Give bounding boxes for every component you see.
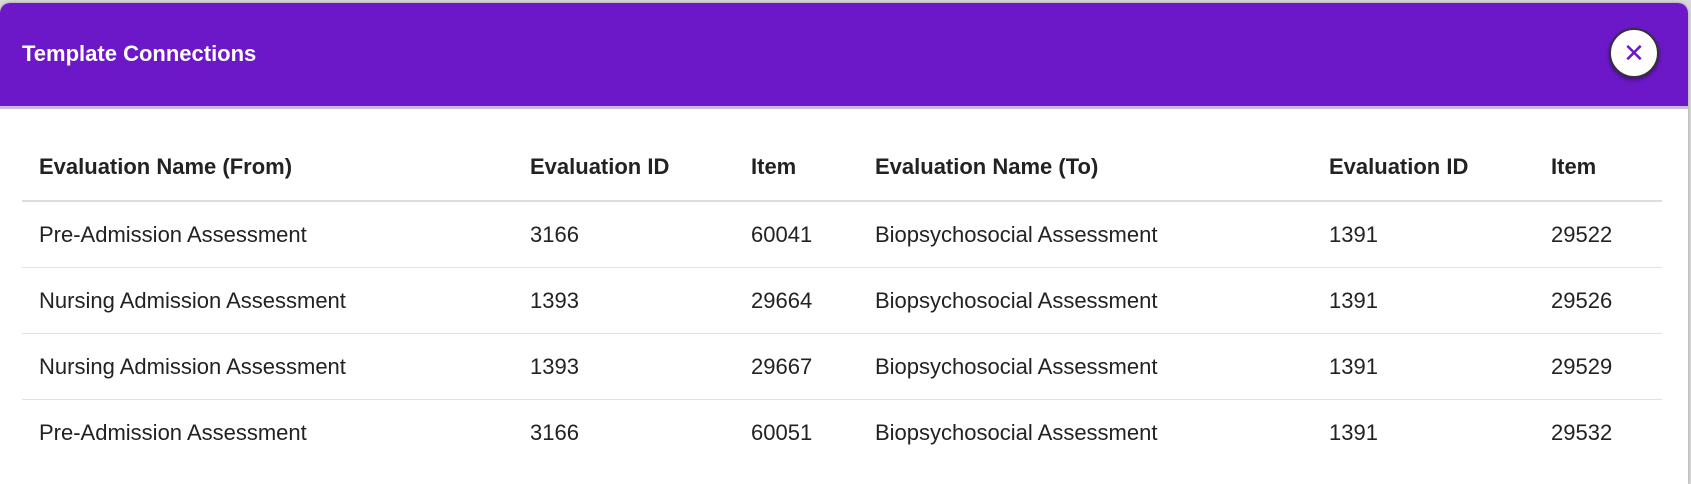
cell-to-name: Biopsychosocial Assessment (875, 419, 1158, 445)
cell-from-item: 60051 (751, 419, 813, 445)
cell-from-id: 3166 (530, 419, 579, 445)
modal-header: Template Connections ✕ (0, 3, 1688, 109)
cell-from-id: 1393 (513, 267, 734, 334)
cell-to-item: 29526 (1534, 267, 1662, 334)
cell-from-id: 3166 (513, 201, 734, 268)
column-header-to-id[interactable]: Evaluation ID (1312, 133, 1534, 202)
close-button[interactable]: ✕ (1609, 28, 1659, 78)
table-row[interactable]: Pre-Admission Assessment 3166 60051 Biopsyc… (22, 400, 1662, 466)
column-header-from-name[interactable]: Evaluation Name (From) (22, 133, 513, 202)
column-header-to-name[interactable]: Evaluation Name (To) (858, 133, 1312, 202)
table-row[interactable]: Nursing Admission Assessment 1393 29664 Bio… (22, 267, 1662, 334)
cell-to-id: 1391 (1312, 333, 1534, 400)
cell-from-id: 1393 (513, 333, 734, 400)
cell-to-item: 29522 (1534, 201, 1662, 268)
column-header-from-item[interactable]: Item (734, 133, 858, 202)
cell-to-item: 29529 (1534, 333, 1662, 400)
connections-table: Evaluation Name (From) Evaluation ID Ite… (22, 133, 1662, 465)
table-row[interactable]: Nursing Admission Assessment 1393 29667 Bio… (22, 333, 1662, 400)
cell-to-id: 1391 (1312, 267, 1534, 334)
table-row[interactable]: Pre-Admission Assessment 3166 60041 Biopsyc… (22, 201, 1662, 268)
cell-from-item: 29667 (734, 333, 858, 400)
cell-to-id: 1391 (1312, 201, 1534, 268)
cell-from-name: Nursing Admission Assessment (22, 333, 513, 400)
column-header-from-id[interactable]: Evaluation ID (513, 133, 734, 202)
cell-from-item: 60041 (734, 201, 858, 268)
table-header-row: Evaluation Name (From) Evaluation ID Ite… (22, 133, 1662, 202)
cell-to-name: Biopsychosocial Assessment (858, 267, 1312, 334)
cell-to-item: 29532 (1551, 419, 1613, 445)
cell-to-name: Biopsychosocial Assessment (858, 201, 1312, 268)
cell-from-name: Pre-Admission Assessment (22, 201, 513, 268)
template-connections-modal: Template Connections ✕ Evaluation Name (… (0, 3, 1688, 484)
cell-from-name: Pre-Admission Assessment (39, 419, 307, 445)
cell-from-item: 29664 (734, 267, 858, 334)
modal-title: Template Connections (22, 41, 257, 66)
cell-to-name: Biopsychosocial Assessment (858, 333, 1312, 400)
column-header-to-item[interactable]: Item (1534, 133, 1662, 202)
close-icon: ✕ (1623, 37, 1645, 68)
cell-from-name: Nursing Admission Assessment (22, 267, 513, 334)
cell-to-id: 1391 (1329, 419, 1378, 445)
